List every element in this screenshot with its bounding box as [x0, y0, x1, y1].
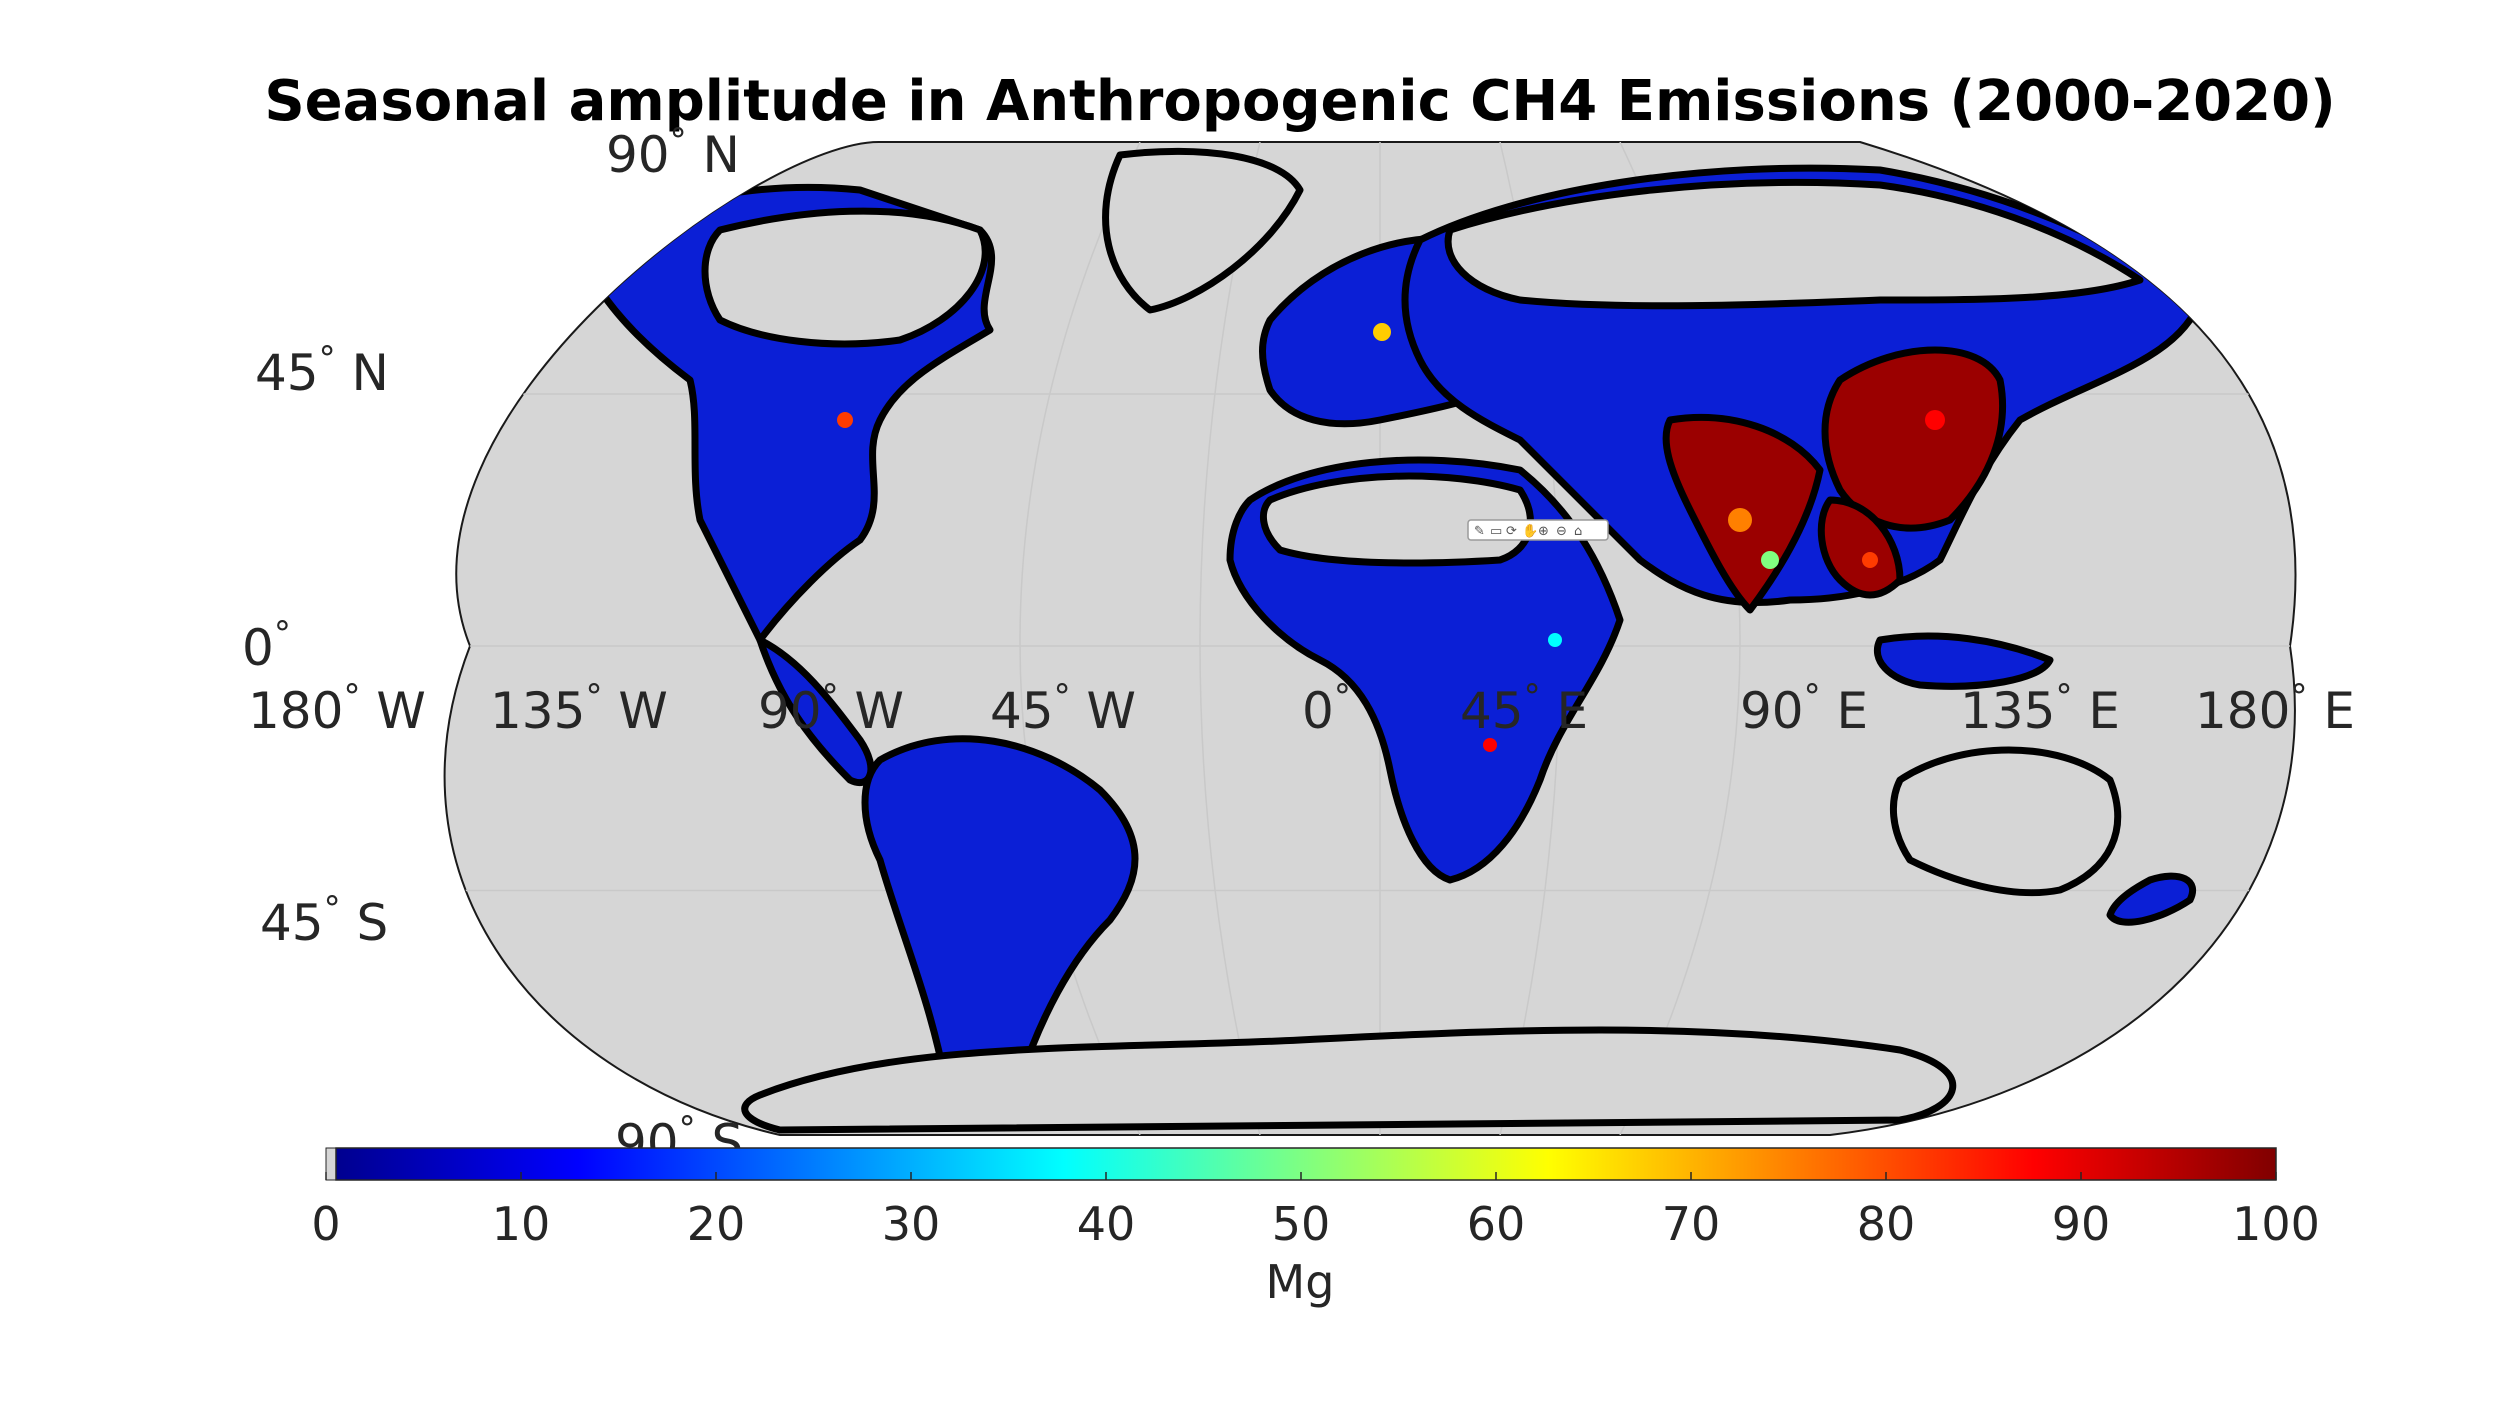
hotspot	[837, 412, 853, 428]
latitude-label: 0°	[242, 614, 291, 677]
meridian-line	[1019, 141, 1141, 1135]
colorbar-nodata-swatch	[325, 1147, 337, 1181]
zoom-out-icon[interactable]: ⊖	[1556, 524, 1567, 539]
longitude-label: 180° W	[248, 677, 426, 740]
colorbar-tick-label: 100	[2232, 1197, 2320, 1251]
latitude-label: 45° S	[260, 889, 388, 952]
longitude-label: 135° E	[1960, 677, 2120, 740]
longitude-label: 45° W	[990, 677, 1136, 740]
latitude-label: 90° N	[606, 121, 740, 184]
longitude-label: 180° E	[2195, 677, 2355, 740]
chart-title: Seasonal amplitude in Anthropogenic CH4 …	[264, 69, 2335, 134]
indonesia	[1873, 632, 2054, 690]
colorbar-label: Mg	[1266, 1255, 1335, 1309]
brush-icon[interactable]: ✎	[1474, 524, 1485, 539]
datatip-icon[interactable]: ▭	[1490, 524, 1502, 539]
longitude-label: 90° E	[1740, 677, 1868, 740]
rotate-icon[interactable]: ⟳	[1506, 524, 1517, 539]
australia	[1889, 746, 2122, 897]
new-zealand	[2106, 872, 2196, 926]
colorbar-tick-label: 0	[311, 1197, 340, 1251]
colorbar-tick-label: 50	[1272, 1197, 1331, 1251]
axes-toolbar[interactable]: ✎ ▭ ⟳ ✋ ⊕ ⊖ ⌂	[1467, 519, 1609, 541]
southeast-asia	[1817, 496, 1904, 599]
colorbar-tick-label: 20	[687, 1197, 746, 1251]
hotspot	[1925, 410, 1945, 430]
china	[1821, 346, 2007, 532]
colorbar-tick-label: 10	[492, 1197, 551, 1251]
zoom-in-icon[interactable]: ⊕	[1538, 524, 1549, 539]
map-layer	[444, 141, 2296, 1135]
longitude-label: 90° W	[758, 677, 904, 740]
hotspot	[1862, 552, 1878, 568]
colorbar: 0 10 20 30 40 50 60 70 80 90 100 Mg	[311, 1147, 2320, 1309]
longitude-label: 45° E	[1460, 677, 1588, 740]
hotspots	[837, 323, 1945, 752]
longitude-labels: 180° W 135° W 90° W 45° W 0° 45° E 90° E 135° E…	[248, 677, 2355, 740]
hotspot	[1761, 551, 1779, 569]
colorbar-tick-label: 30	[882, 1197, 941, 1251]
colorbar-tick-label: 80	[1857, 1197, 1916, 1251]
africa	[1226, 456, 1624, 884]
colorbar-tick-label: 60	[1467, 1197, 1526, 1251]
hotspot	[1728, 508, 1752, 532]
hotspot	[1548, 633, 1562, 647]
latitude-label: 45° N	[255, 339, 389, 402]
meridian-line	[1199, 141, 1261, 1135]
longitude-label: 0°	[1302, 677, 1351, 740]
colorbar-tick-label: 90	[2052, 1197, 2111, 1251]
siberia	[1444, 178, 2144, 310]
longitude-label: 135° W	[490, 677, 668, 740]
antarctica	[741, 1026, 1956, 1134]
colorbar-tick-label: 40	[1077, 1197, 1136, 1251]
canada	[701, 207, 989, 348]
home-icon[interactable]: ⌂	[1574, 524, 1582, 539]
continents	[596, 147, 2204, 1134]
hotspot	[1373, 323, 1391, 341]
pan-icon[interactable]: ✋	[1522, 523, 1538, 539]
colorbar-ticks: 0 10 20 30 40 50 60 70 80 90 100	[311, 1172, 2320, 1251]
greenland	[1102, 147, 1304, 314]
hotspot	[1483, 738, 1497, 752]
sahara	[1259, 472, 1534, 567]
colorbar-tick-label: 70	[1662, 1197, 1721, 1251]
colorbar-gradient	[335, 1147, 2277, 1181]
